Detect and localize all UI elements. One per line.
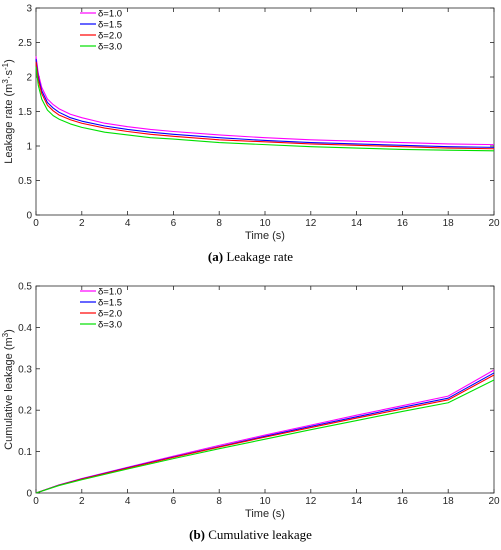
- chart-b-x-tick-label: 20: [488, 496, 500, 507]
- chart-a-y-axis-label: Leakage rate (m3·s-1): [1, 59, 16, 164]
- chart-a-y-tick-label: 1: [26, 142, 32, 153]
- chart-a-x-tick-label: 6: [171, 218, 177, 229]
- chart-a-y-tick-label: 3: [26, 4, 32, 15]
- caption-a-text: Leakage rate: [223, 249, 294, 264]
- chart-b-y-tick-label: 0.3: [18, 364, 32, 375]
- chart-a-y-label-part: Leakage rate (m: [3, 84, 15, 164]
- chart-a-y-tick-label: 2: [26, 73, 32, 84]
- caption-a: (a) Leakage rate: [0, 249, 501, 265]
- chart-b-x-tick-label: 6: [171, 496, 177, 507]
- chart-a-x-tick-label: 8: [216, 218, 222, 229]
- chart-b-x-tick-label: 4: [125, 496, 131, 507]
- chart-a-x-tick-label: 10: [259, 218, 271, 229]
- leakage-rate-chart: 0 2 4 6 8 10 12 14 16 18 20 0 0.5 1 1.5 2 2.5 3 Time (s) Le…: [1, 4, 500, 243]
- caption-b: (b) Cumulative leakage: [0, 527, 501, 543]
- chart-a-y-tick-label: 0: [26, 211, 32, 222]
- chart-a-legend-label-4: δ=3.0: [98, 42, 122, 53]
- chart-a-series-line-1: [35, 56, 495, 146]
- chart-b-legend-label-4: δ=3.0: [98, 320, 122, 331]
- chart-b-legend-label-3: δ=2.0: [98, 309, 122, 320]
- chart-b-x-tick-label: 16: [397, 496, 409, 507]
- chart-a-legend-label-1: δ=1.0: [98, 9, 122, 20]
- chart-a-y-label-part: ·s: [3, 70, 15, 80]
- chart-a-legend-label-3: δ=2.0: [98, 31, 122, 42]
- chart-b-y-label-part: ): [3, 329, 15, 333]
- chart-a-x-tick-label: 0: [33, 218, 39, 229]
- chart-b-x-axis-label: Time (s): [245, 508, 285, 520]
- chart-b-plot-frame: [35, 285, 495, 494]
- chart-b-x-tick-label: 8: [216, 496, 222, 507]
- chart-a-series-line-3: [35, 61, 495, 150]
- chart-b-x-tick-label: 2: [79, 496, 85, 507]
- chart-b-legend-label-1: δ=1.0: [98, 287, 122, 298]
- chart-b-y-label-part: Cumulative leakage (m: [3, 337, 15, 450]
- chart-a-plot-frame: [35, 7, 495, 216]
- chart-a-x-tick-label: 20: [488, 218, 500, 229]
- chart-a-x-axis-label: Time (s): [245, 230, 285, 242]
- chart-a-legend-label-2: δ=1.5: [98, 20, 122, 31]
- caption-a-letter: (a): [207, 249, 224, 264]
- chart-a-y-label-part: ): [3, 59, 15, 63]
- chart-a-series-line-4: [35, 66, 495, 152]
- caption-b-letter: (b): [189, 527, 206, 542]
- caption-b-text: Cumulative leakage: [205, 527, 312, 542]
- chart-b-y-tick-label: 0: [26, 489, 32, 500]
- cumulative-leakage-chart: 0 2 4 6 8 10 12 14 16 18 20 0 0.1 0.2 0.3 0.4 0.5 Time (s…: [1, 282, 500, 521]
- chart-b-x-tick-label: 18: [443, 496, 455, 507]
- chart-b-series-line-4: [35, 379, 495, 494]
- chart-a-series-line-2: [35, 58, 495, 148]
- chart-b-legend-label-2: δ=1.5: [98, 298, 122, 309]
- chart-a-y-label-superscript: 3: [1, 79, 10, 84]
- chart-a-y-label-superscript: -1: [1, 62, 10, 70]
- chart-a-x-tick-label: 14: [351, 218, 363, 229]
- chart-b-x-tick-label: 12: [305, 496, 317, 507]
- chart-a-x-tick-label: 18: [443, 218, 455, 229]
- chart-b-x-tick-label: 0: [33, 496, 39, 507]
- chart-a-x-tick-label: 4: [125, 218, 131, 229]
- chart-b-y-axis-label: Cumulative leakage (m3): [1, 329, 16, 450]
- chart-b-y-tick-label: 0.1: [18, 447, 32, 458]
- chart-b-x-tick-label: 10: [259, 496, 271, 507]
- chart-b-y-tick-label: 0.5: [18, 282, 32, 293]
- chart-b-x-tick-label: 14: [351, 496, 363, 507]
- chart-a-x-tick-label: 16: [397, 218, 409, 229]
- chart-b-y-tick-label: 0.2: [18, 406, 32, 417]
- chart-a-y-tick-label: 1.5: [18, 107, 32, 118]
- chart-b-y-label-superscript: 3: [1, 332, 10, 337]
- chart-a-y-tick-label: 2.5: [18, 38, 32, 49]
- chart-a-y-tick-label: 0.5: [18, 176, 32, 187]
- chart-b-y-tick-label: 0.4: [18, 323, 32, 334]
- chart-a-x-tick-label: 12: [305, 218, 317, 229]
- chart-a-x-tick-label: 2: [79, 218, 85, 229]
